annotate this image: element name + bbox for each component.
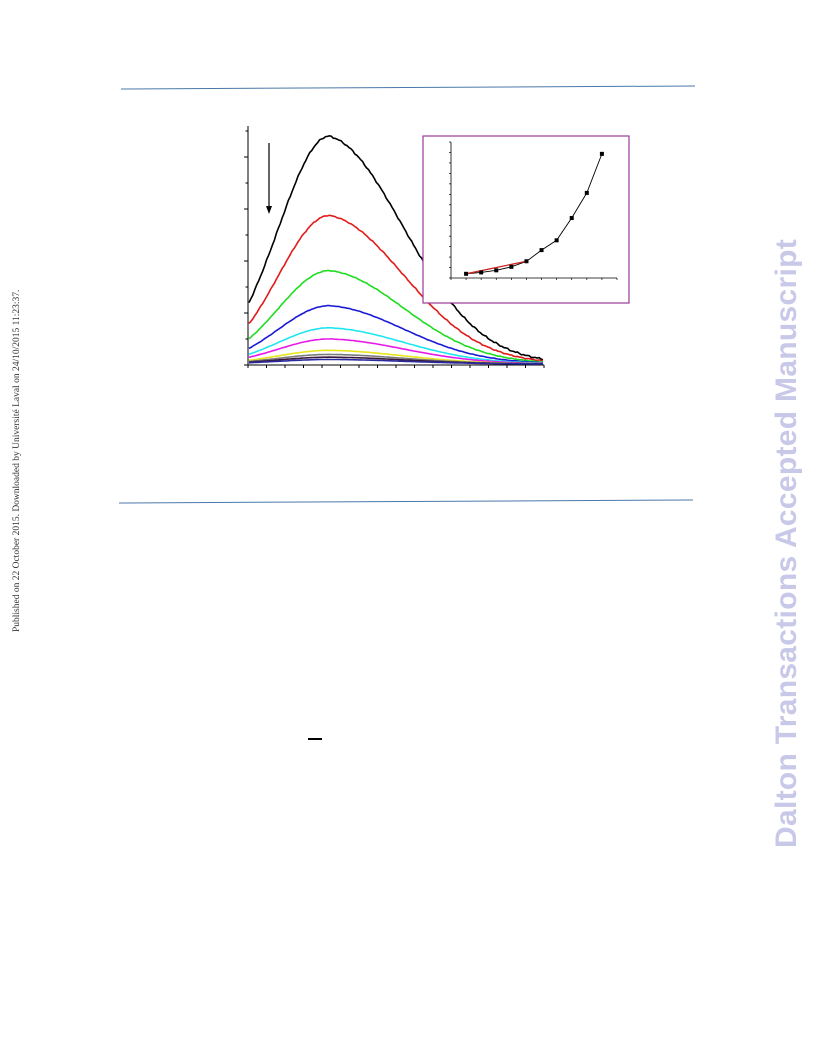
inset-data-point	[464, 271, 469, 276]
inset-data-point	[539, 248, 544, 253]
inset-frame	[422, 135, 630, 304]
inset-chart-series	[464, 151, 604, 276]
spectrum-series-4	[248, 304, 543, 364]
spectrum-series-5	[248, 326, 544, 365]
inset-data-point	[584, 190, 589, 195]
spectrum-series-3	[248, 269, 544, 363]
spectrum-series-1	[248, 134, 544, 361]
inset-data-point	[599, 151, 604, 156]
main-chart-axes	[244, 126, 545, 368]
inset-data-line	[466, 153, 603, 275]
inset-data-point	[494, 268, 499, 273]
inset-data-point	[554, 238, 559, 243]
inset-data-point	[509, 264, 514, 269]
inset-data-point	[569, 216, 574, 221]
inset-chart-axes	[449, 141, 618, 280]
spectrum-series-10	[248, 358, 543, 365]
spectrum-series-2	[248, 214, 544, 362]
inset-fit-line	[465, 260, 527, 275]
spectrum-series-6	[248, 338, 544, 365]
main-chart-series	[248, 134, 544, 365]
equation-fraction-bar	[308, 738, 322, 740]
inset-data-point	[479, 270, 484, 275]
decrease-arrow	[266, 143, 272, 214]
inset-data-point	[524, 259, 529, 264]
